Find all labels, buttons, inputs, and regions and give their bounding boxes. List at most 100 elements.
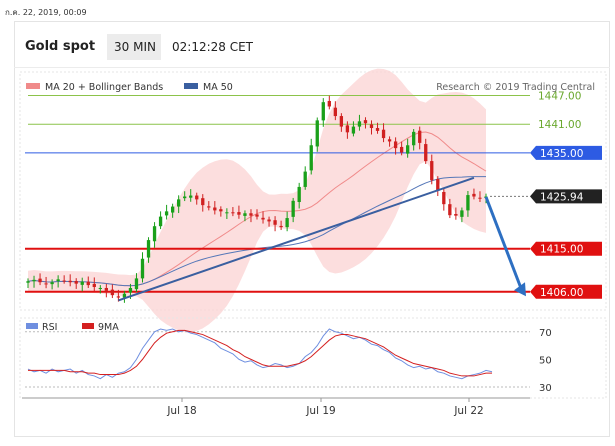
candle — [98, 285, 102, 294]
candle-body — [339, 116, 344, 127]
candle-body — [460, 210, 464, 217]
candle-body — [56, 279, 60, 282]
candle-body — [333, 107, 337, 117]
candle — [478, 191, 482, 203]
candle-body — [261, 217, 265, 220]
level-label: 1447.00 — [538, 90, 581, 102]
candle — [110, 284, 115, 299]
candle-body — [80, 281, 84, 285]
legend-label: MA 50 — [203, 82, 233, 93]
candle — [430, 154, 434, 185]
candle-body — [219, 209, 223, 212]
candle-body — [424, 144, 428, 162]
candle-body — [381, 129, 386, 139]
candle — [261, 211, 265, 224]
candle-body — [44, 283, 48, 285]
candle-body — [50, 282, 54, 285]
candle — [297, 182, 301, 209]
candle-body — [86, 281, 90, 286]
main-panel-frame — [19, 71, 607, 311]
candle-body — [164, 211, 169, 216]
candle-body — [146, 240, 151, 258]
candle — [231, 207, 235, 217]
candle — [345, 121, 350, 139]
candle — [122, 290, 127, 303]
timeframe-label[interactable]: 30 MIN — [114, 40, 156, 54]
candle — [201, 194, 205, 212]
candle-body — [291, 200, 295, 217]
candle-body — [351, 126, 356, 134]
level-label: 1406.00 — [540, 287, 583, 299]
candle-body — [213, 207, 217, 211]
candle-body — [375, 128, 380, 131]
candle — [387, 136, 392, 147]
level-badge-bg — [530, 284, 602, 299]
candle-body — [255, 214, 259, 217]
candle-body — [62, 280, 66, 282]
candle-body — [140, 258, 145, 279]
candle-body — [387, 139, 392, 142]
candle — [285, 211, 289, 232]
candle — [32, 275, 36, 288]
legend-swatch — [26, 83, 40, 89]
level-badge: 1435.00 — [530, 145, 602, 160]
level-label: 1415.00 — [540, 244, 583, 256]
candle — [393, 137, 398, 155]
candle — [339, 113, 344, 132]
candle-body — [170, 206, 175, 213]
trendline — [118, 176, 475, 302]
candle — [279, 220, 283, 231]
candle-body — [128, 287, 133, 293]
candle — [303, 166, 307, 190]
candle — [243, 210, 247, 222]
candle — [68, 274, 72, 287]
level-label: 1435.00 — [540, 148, 583, 160]
projection-arrow-shaft — [484, 196, 523, 289]
candle-body — [152, 226, 157, 242]
candle-body — [249, 213, 253, 216]
rsi-tick-label: 30 — [539, 383, 552, 394]
candle — [424, 138, 428, 164]
timeframe-badge[interactable] — [107, 34, 161, 60]
candle-body — [134, 278, 139, 290]
candle-body — [412, 131, 416, 146]
rsi-tick-label: 50 — [539, 355, 552, 366]
instrument-name: Gold spot — [25, 39, 96, 54]
candle-body — [345, 125, 350, 133]
candle — [158, 211, 163, 230]
candle — [164, 204, 169, 220]
candle — [189, 189, 193, 202]
candle-body — [98, 287, 102, 289]
candle — [195, 192, 199, 205]
candle-body — [363, 120, 368, 124]
rsi-panel-frame — [19, 317, 607, 399]
candle-body — [478, 197, 482, 199]
candle — [363, 117, 368, 129]
candle — [369, 120, 374, 135]
candle — [44, 276, 48, 289]
candle — [255, 209, 259, 220]
candle-body — [237, 212, 241, 215]
level-badge: 1406.00 — [530, 284, 602, 299]
candle — [436, 176, 440, 197]
candle — [442, 187, 446, 211]
candle — [315, 117, 319, 152]
level-badge: 1425.94 — [530, 189, 602, 204]
candle — [104, 283, 108, 298]
candle — [273, 216, 277, 232]
candle — [213, 201, 217, 215]
candle — [454, 207, 458, 220]
candle — [249, 209, 253, 223]
candle — [38, 273, 42, 286]
candle — [327, 95, 331, 110]
candle-body — [183, 196, 187, 199]
header-time: 02:12:28 CET — [172, 40, 253, 54]
candle — [412, 128, 416, 151]
candle — [74, 278, 78, 289]
x-axis-tick-label: Jul 22 — [453, 405, 483, 417]
candle — [267, 216, 271, 227]
candle-body — [297, 186, 301, 203]
candle — [406, 138, 410, 158]
candle — [56, 275, 60, 288]
